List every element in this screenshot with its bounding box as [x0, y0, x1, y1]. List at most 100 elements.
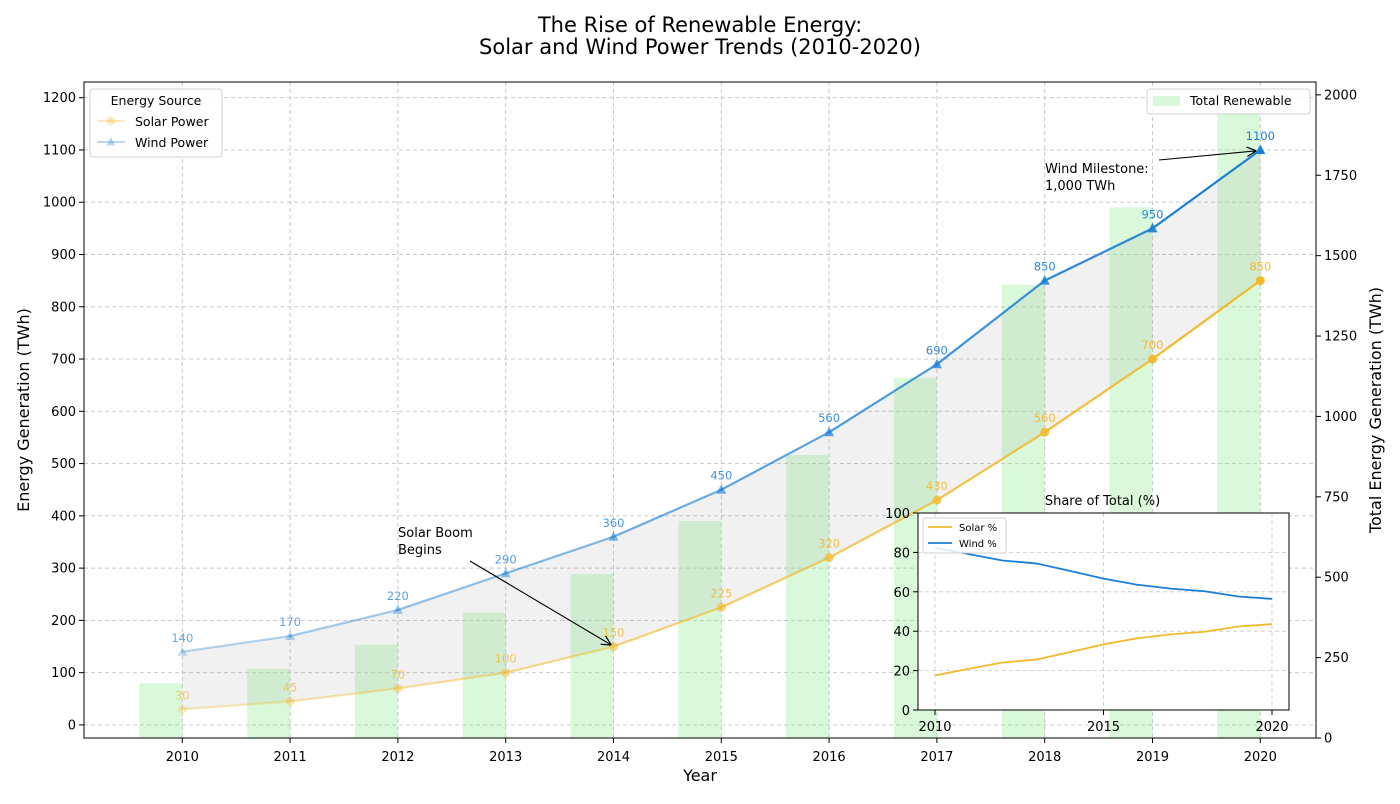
legend-box — [1146, 88, 1311, 115]
wind-segment — [720, 431, 831, 491]
x-tick-label: 2016 — [813, 750, 846, 765]
wind-point — [392, 604, 403, 614]
y-tick-label: 1200 — [43, 91, 76, 106]
solar-segment — [827, 499, 939, 559]
x-axis-label: Year — [682, 766, 717, 785]
solar-points: 30 45 70 100 150 225 320 430 560 700 850 — [175, 260, 1271, 714]
wind-segment — [612, 488, 723, 538]
wind-point — [285, 630, 296, 641]
solar-segment — [1043, 357, 1154, 434]
main-plot-frame — [83, 81, 1317, 739]
inset-title: Share of Total (%) — [1045, 494, 1160, 509]
wind-segment — [396, 572, 507, 612]
chart-subtitle: Solar and Wind Power Trends (2010-2020) — [479, 35, 921, 59]
x-tick-label: 2010 — [166, 750, 199, 765]
wind-point — [1255, 144, 1266, 154]
inset-share-chart: Share of Total (%) 0 20 40 60 80 100 2010 2015 20… — [885, 494, 1290, 735]
wind-data-label: 850 — [1034, 260, 1056, 274]
y2-tick-label: 500 — [1324, 571, 1349, 586]
y2-tick-label: 250 — [1324, 651, 1349, 666]
solar-data-label: 225 — [710, 586, 732, 600]
solar-segment — [181, 700, 292, 711]
y-axis-label: Energy Generation (TWh) — [14, 308, 33, 512]
wind-segment — [935, 279, 1046, 366]
wind-segment — [181, 634, 292, 653]
legend-title: Energy Source — [111, 93, 202, 108]
wind-data-label: 560 — [818, 411, 840, 425]
legend-label: Wind Power — [135, 135, 209, 150]
legend-label: Solar Power — [135, 114, 209, 129]
x-tick-label: 2020 — [1244, 750, 1277, 765]
total-renewable-bars — [139, 110, 1261, 739]
inset-x-tick-label: 2015 — [1087, 720, 1120, 735]
y-tick-label: 200 — [51, 614, 76, 629]
y2-tick-label: 750 — [1324, 490, 1349, 505]
main-grid — [84, 82, 1316, 738]
total-renewable-bar — [462, 612, 506, 738]
wind-data-label: 690 — [926, 343, 948, 357]
wind-point — [177, 646, 188, 656]
solar-data-label: 430 — [926, 479, 948, 493]
wind-point — [1039, 275, 1050, 285]
wind-data-label: 220 — [387, 589, 409, 603]
solar-data-label: 30 — [175, 688, 190, 702]
x-tick-label: 2014 — [597, 750, 630, 765]
x-tick-label: 2015 — [705, 750, 738, 765]
solar-segment — [396, 671, 507, 690]
x-tick-label: 2012 — [381, 750, 414, 765]
y2-tick-label: 1000 — [1324, 410, 1357, 425]
annotation-solar-boom: Solar Boom Begins — [398, 526, 611, 645]
annotation-text: Solar Boom — [398, 526, 473, 541]
wind-point — [716, 484, 727, 494]
y-tick-label: 100 — [51, 666, 76, 681]
solar-data-label: 150 — [603, 626, 625, 640]
wind-segment — [504, 535, 615, 575]
annotation-text: Begins — [398, 543, 442, 558]
solar-point — [609, 642, 618, 652]
legend-solar-marker — [106, 116, 116, 126]
solar-data-label: 100 — [495, 652, 517, 666]
inset-x-tick-label: 2020 — [1255, 720, 1288, 735]
y2-tick-label: 1750 — [1324, 169, 1357, 184]
wind-point — [1147, 222, 1158, 233]
solar-data-label: 320 — [818, 537, 840, 551]
inset-y-tick-label: 0 — [902, 704, 910, 719]
solar-data-label: 850 — [1249, 260, 1271, 274]
wind-data-label: 1100 — [1246, 129, 1275, 143]
legend-total-swatch — [1153, 96, 1180, 106]
solar-segment — [612, 606, 723, 648]
legend-energy-source: Energy Source Solar Power Wind Power — [89, 88, 223, 158]
y2-tick-label: 0 — [1324, 732, 1332, 747]
solar-point — [1255, 276, 1265, 286]
y-tick-label: 700 — [51, 353, 76, 368]
wind-data-label: 360 — [603, 516, 625, 530]
y2-axis-label: Total Energy Generation (TWh) — [1366, 287, 1385, 534]
y-tick-label: 600 — [51, 405, 76, 420]
y2-tick-label: 1500 — [1324, 249, 1357, 264]
y2-tick-label: 2000 — [1324, 88, 1357, 103]
solar-segment — [289, 687, 399, 703]
total-renewable-bar — [786, 455, 830, 738]
y-tick-label: 0 — [68, 718, 76, 733]
y-tick-label: 800 — [51, 300, 76, 315]
inset-y-tick-label: 100 — [885, 507, 910, 522]
inset-y-tick-label: 40 — [893, 625, 910, 640]
legend-wind-marker — [106, 137, 116, 146]
wind-data-label: 950 — [1142, 207, 1164, 221]
solar-point — [932, 495, 942, 505]
y-tick-label: 500 — [51, 457, 76, 472]
inset-y-tick-label: 20 — [893, 665, 910, 680]
annotation-wind-milestone: Wind Milestone: 1,000 TWh — [1045, 151, 1255, 194]
inset-legend-label: Wind % — [959, 539, 997, 550]
solar-segment — [720, 556, 831, 609]
wind-segment — [1151, 148, 1262, 230]
solar-point — [824, 553, 834, 563]
wind-point — [500, 567, 511, 578]
wind-segment — [289, 608, 399, 638]
total-renewable-bar — [247, 668, 291, 738]
y2-tick-label: 1250 — [1324, 330, 1357, 345]
solar-data-label: 70 — [391, 667, 406, 681]
solar-point — [501, 668, 511, 678]
